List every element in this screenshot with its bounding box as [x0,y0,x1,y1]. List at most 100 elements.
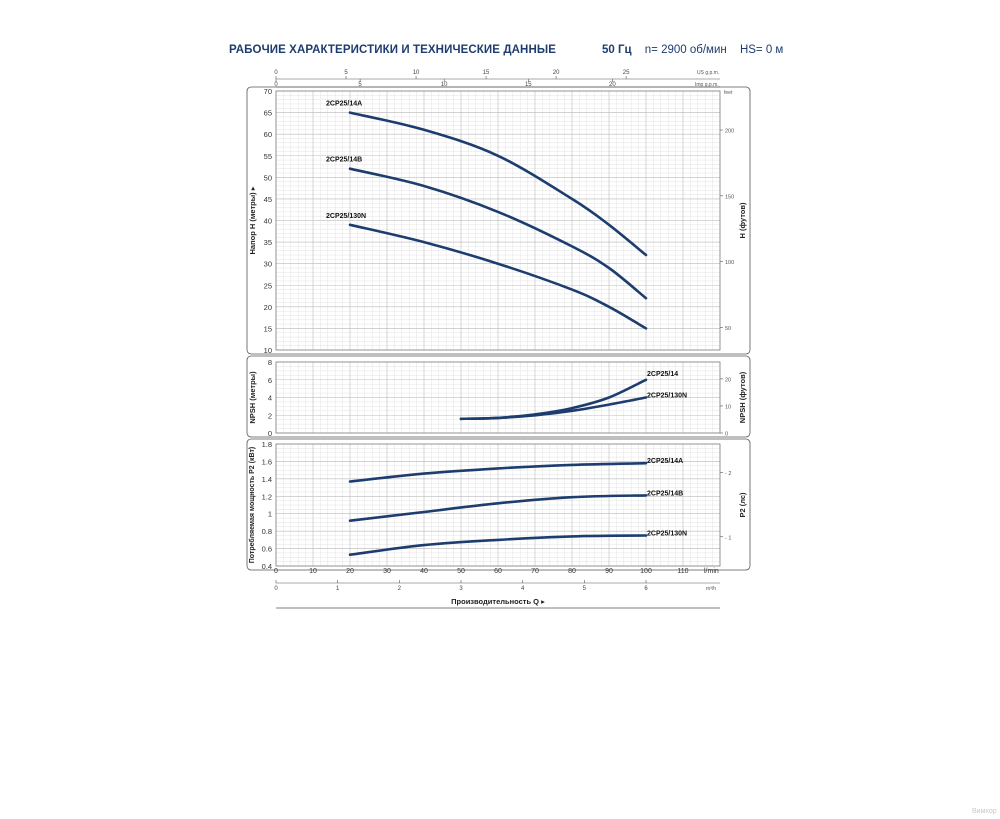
series-label: 2CP25/14 [647,371,678,378]
y-tick-label: 1.2 [262,492,272,501]
m3h-tick-label: 2 [398,586,402,592]
m3h-label: m³/h [706,586,716,592]
panel-frame-power [246,438,751,571]
speed-label: n= 2900 об/мин [644,44,727,56]
watermark: Вимхор [972,808,997,815]
y2-tick-label: 100 [725,260,734,266]
imp-gpm-tick-label: 5 [358,82,362,88]
y-tick-label: 40 [264,217,272,226]
y2-tick-label: 50 [725,326,731,332]
y2-tick-label: - 2 [725,471,731,477]
us-gpm-label: US g.p.m. [697,70,719,76]
y2-tick-label: 200 [725,129,734,135]
curve-2CP25-14B [348,167,648,300]
y-tick-label: 0.6 [262,545,272,554]
us-gpm-tick-label: 20 [553,70,560,76]
y-tick-label: 0.4 [262,562,272,571]
series-label: 2CP25/130N [647,393,687,400]
y-tick-label: 55 [264,152,272,161]
series-label: 2CP25/14B [326,157,362,164]
y2-axis-title-npsh: NPSH (футов) [738,371,747,423]
y-tick-label: 60 [264,130,272,139]
plot-area-npsh [275,361,721,434]
series-label: 2CP25/14A [326,101,362,108]
imp-gpm-tick-label: 10 [441,82,448,88]
plot-area-power [275,443,721,567]
y2-unit-label: feet [724,90,733,96]
y-tick-label: 0 [268,429,272,438]
y2-axis-title-power: P2 (лс) [738,492,747,518]
y-tick-label: 50 [264,173,272,182]
page-title: РАБОЧИЕ ХАРАКТЕРИСТИКИ И ТЕХНИЧЕСКИЕ ДАН… [229,44,556,56]
curve-2CP25-14B [348,494,648,522]
y2-tick-label: - 1 [725,535,731,541]
imp-gpm-tick-label: 0 [274,82,278,88]
y-tick-label: 35 [264,238,272,247]
suction-height-label: HS= 0 м [739,44,784,56]
curve-2CP25-130N [459,396,648,421]
imp-gpm-tick-label: 20 [609,82,616,88]
y-tick-label: 1.4 [262,475,272,484]
lmin-tick-label: 10 [309,568,317,575]
frequency-label: 50 Гц [602,44,632,56]
y-tick-label: 1.6 [262,457,272,466]
series-label: 2CP25/14B [647,490,683,497]
m3h-tick-label: 5 [583,586,587,592]
us-gpm-tick-label: 5 [344,70,348,76]
y-axis-title-head: Напор H (метры) ▸ [248,186,257,254]
y2-tick-label: 20 [725,377,731,383]
y-tick-label: 20 [264,303,272,312]
us-gpm-tick-label: 15 [483,70,490,76]
lmin-tick-label: 20 [346,568,354,575]
curve-2CP25-130N [348,534,648,556]
y2-tick-label: 0 [725,432,728,438]
y-axis-title-npsh: NPSH (метры) [248,371,257,424]
imp-gpm-tick-label: 15 [525,82,532,88]
lmin-tick-label: 50 [457,568,465,575]
y-tick-label: 1 [268,510,272,519]
m3h-tick-label: 0 [274,586,278,592]
y-tick-label: 15 [264,324,272,333]
panel-frame-npsh [246,355,751,438]
lmin-tick-label: 0 [274,568,278,575]
plot-area-head [275,90,721,351]
y-tick-label: 65 [264,109,272,118]
lmin-tick-label: 30 [383,568,391,575]
y2-axis-title-head: H (футов) [738,202,747,238]
y-tick-label: 6 [268,376,272,385]
series-label: 2CP25/130N [647,531,687,538]
m3h-tick-label: 1 [336,586,340,592]
y-tick-label: 25 [264,281,272,290]
y-tick-label: 10 [264,346,272,355]
lmin-tick-label: 100 [640,568,652,575]
lmin-tick-label: 70 [531,568,539,575]
y-tick-label: 1.8 [262,440,272,449]
y2-tick-label: 10 [725,404,731,410]
operating-conditions: 50 Гц n= 2900 об/мин HS= 0 м [602,44,793,56]
lmin-tick-label: 60 [494,568,502,575]
y-tick-label: 45 [264,195,272,204]
us-gpm-tick-label: 0 [274,70,278,76]
m3h-tick-label: 3 [459,586,463,592]
us-gpm-tick-label: 25 [623,70,630,76]
m3h-tick-label: 4 [521,586,525,592]
lmin-tick-label: 80 [568,568,576,575]
lmin-tick-label: 40 [420,568,428,575]
y-tick-label: 0.8 [262,527,272,536]
y-tick-label: 30 [264,260,272,269]
series-label: 2CP25/130N [326,213,366,220]
y-tick-label: 4 [268,394,272,403]
curve-2CP25-130N [348,223,648,330]
y-tick-label: 8 [268,358,272,367]
series-label: 2CP25/14A [647,458,683,465]
x-axis-title: Производительность Q ▸ [451,597,545,606]
curve-2CP25-14A [348,111,648,257]
imp-gpm-label: Imp g.p.m. [695,82,719,88]
y-axis-title-power: Потребляемая мощность P2 (кВт) [248,447,256,563]
y2-tick-label: 150 [725,194,734,200]
lmin-tick-label: 110 [677,568,688,575]
m3h-tick-label: 6 [644,586,648,592]
y-tick-label: 70 [264,87,272,96]
y-tick-label: 2 [268,411,272,420]
